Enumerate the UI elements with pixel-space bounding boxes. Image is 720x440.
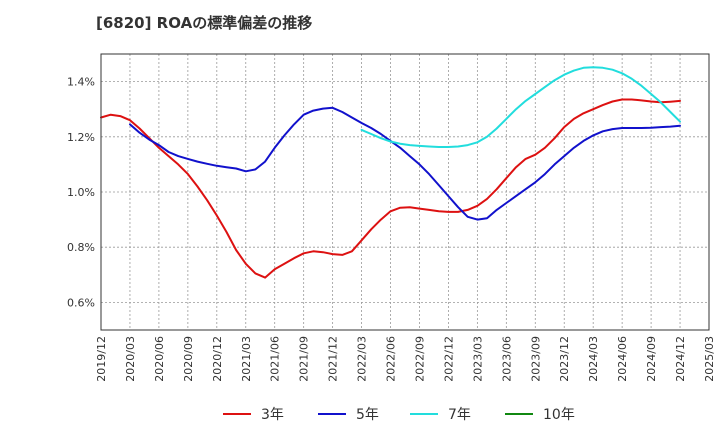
y-tick-label: 0.6% xyxy=(67,296,95,309)
x-tick-label: 2021/12 xyxy=(327,336,340,382)
y-tick-label: 1.2% xyxy=(67,131,95,144)
x-tick-label: 2022/03 xyxy=(356,336,369,382)
series-layer xyxy=(100,66,681,279)
x-tick-label: 2019/12 xyxy=(95,336,108,382)
x-tick-label: 2022/06 xyxy=(385,336,398,382)
x-tick-label: 2020/12 xyxy=(211,336,224,382)
y-tick-labels: 0.6% 0.8% 1.0% 1.2% 1.4% xyxy=(67,76,95,310)
x-tick-label: 2023/03 xyxy=(471,336,484,382)
x-tick-label: 2020/03 xyxy=(124,336,137,382)
x-tick-label: 2022/12 xyxy=(442,336,455,382)
y-tick-label: 0.8% xyxy=(67,241,95,254)
x-tick-label: 2023/06 xyxy=(500,336,513,382)
x-tick-label: 2021/06 xyxy=(269,336,282,382)
x-tick-label: 2024/09 xyxy=(645,336,658,382)
x-tick-label: 2024/03 xyxy=(587,336,600,382)
x-tick-label: 2022/09 xyxy=(413,336,426,382)
y-tick-label: 1.0% xyxy=(67,186,95,199)
legend: 3年 5年 7年 10年 xyxy=(223,407,575,423)
x-tick-label: 2020/09 xyxy=(182,336,195,382)
y-tick-label: 1.4% xyxy=(67,76,95,89)
x-tick-labels: 2019/12 2020/03 2020/06 2020/09 2020/12 2021/… xyxy=(95,336,716,382)
legend-label: 5年 xyxy=(356,407,379,423)
x-tick-label: 2024/06 xyxy=(616,336,629,382)
series-line-5年 xyxy=(129,106,681,221)
x-tick-label: 2020/06 xyxy=(153,336,166,382)
x-tick-label: 2021/03 xyxy=(240,336,253,382)
x-tick-label: 2024/12 xyxy=(674,336,687,382)
x-tick-label: 2021/09 xyxy=(298,336,311,382)
chart-title: [6820] ROAの標準偏差の推移 xyxy=(96,14,313,32)
x-tick-label: 2023/09 xyxy=(529,336,542,382)
legend-label: 7年 xyxy=(448,407,471,423)
x-tick-label: 2023/12 xyxy=(558,336,571,382)
series-line-7年 xyxy=(360,66,681,148)
legend-label: 3年 xyxy=(261,407,284,423)
x-tick-label: 2025/03 xyxy=(703,336,716,382)
series-line-3年 xyxy=(100,98,681,279)
plot-frame xyxy=(100,53,710,331)
legend-label: 10年 xyxy=(543,407,575,423)
